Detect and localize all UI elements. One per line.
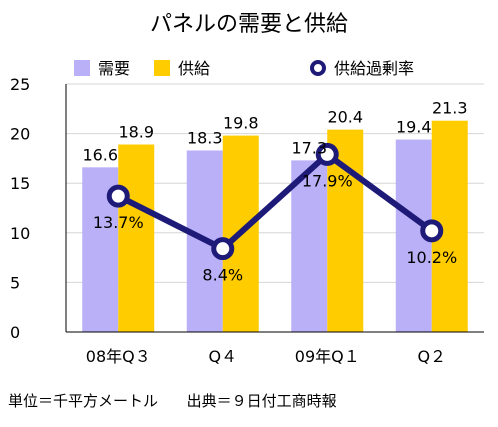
- overflow-rate-point-1: [211, 237, 235, 261]
- overflow-rate-label-3: 10.2%: [406, 248, 457, 267]
- footnote: 単位＝千平方メートル 出典＝９日付工商時報: [8, 390, 337, 411]
- legend-marker-overflow-rate: [310, 60, 326, 76]
- overflow-rate-label-1: 8.4%: [202, 266, 243, 285]
- overflow-rate-polyline: [116, 151, 434, 252]
- bar-demand-2: [291, 160, 328, 332]
- bar-value-label-supply-3: 21.3: [432, 99, 468, 118]
- x-tick-label-1: Q４: [208, 347, 237, 366]
- overflow-rate-point-2: [315, 142, 339, 166]
- y-tick-label-10: 10: [10, 224, 30, 243]
- chart-title: パネルの需要と供給: [149, 12, 348, 37]
- bar-value-label-demand-2: 17.3: [291, 138, 327, 157]
- legend-label-overflow-rate: 供給過剰率: [334, 59, 414, 78]
- axes: 0 5 10 15 20 25 08年Q３ Q４ 09年Q１ Q２: [10, 75, 484, 366]
- legend-label-supply: 供給: [178, 59, 210, 78]
- overflow-rate-point-0: [106, 184, 130, 208]
- overflow-rate-label-2: 17.9%: [302, 171, 353, 190]
- bar-value-label-supply-2: 20.4: [327, 108, 363, 127]
- x-tick-label-2: 09年Q１: [295, 347, 360, 366]
- legend-swatch-supply: [154, 60, 170, 76]
- bar-value-label-demand-0: 16.6: [82, 145, 118, 164]
- overflow-rate-line: [106, 142, 444, 261]
- bar-value-label-demand-3: 19.4: [396, 118, 432, 137]
- y-tick-label-25: 25: [10, 75, 30, 94]
- legend: 需要 供給 供給過剰率: [74, 59, 414, 78]
- overflow-rate-point-3: [420, 219, 444, 243]
- x-tick-label-3: Q２: [417, 347, 446, 366]
- bar-value-label-supply-0: 18.9: [118, 123, 154, 142]
- legend-label-demand: 需要: [98, 59, 130, 78]
- bar-value-label-supply-1: 19.8: [223, 114, 259, 133]
- legend-swatch-demand: [74, 60, 90, 76]
- source-note: 出典＝９日付工商時報: [186, 392, 337, 410]
- bar-value-label-demand-1: 18.3: [187, 128, 223, 147]
- bar-supply-0: [118, 144, 155, 332]
- unit-note: 単位＝千平方メートル: [8, 392, 159, 410]
- y-tick-label-15: 15: [10, 174, 30, 193]
- y-tick-label-0: 0: [10, 323, 20, 342]
- bars: [82, 120, 468, 332]
- overflow-rate-label-0: 13.7%: [93, 213, 144, 232]
- x-tick-label-0: 08年Q３: [86, 347, 151, 366]
- y-tick-label-5: 5: [10, 273, 20, 292]
- data-labels: 16.618.9 18.319.8 17.320.4 19.421.3 13.7% 8.4…: [82, 99, 467, 285]
- y-tick-label-20: 20: [10, 125, 30, 144]
